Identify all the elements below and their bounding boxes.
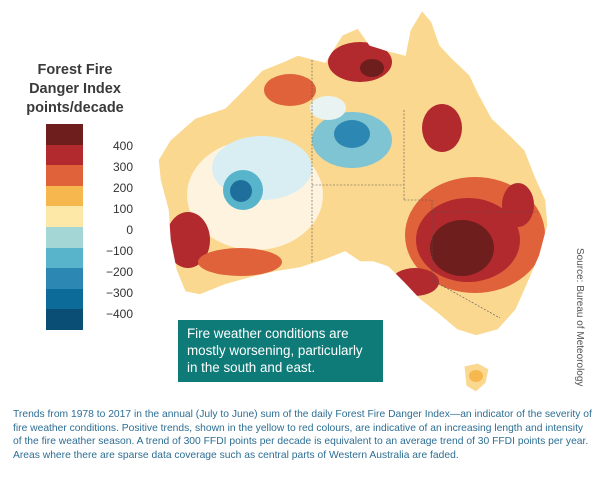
trend-region-south-red (391, 268, 439, 296)
map-panel: Forest Fire Danger Index points/decade 4… (20, 8, 585, 393)
legend-swatch (46, 206, 83, 227)
legend-tick-label: −300 (105, 286, 133, 300)
legend-tick-label: 0 (126, 223, 133, 237)
tasmania-orange (469, 370, 483, 382)
trend-region-qld-north-red (422, 104, 462, 152)
legend-swatch (46, 226, 83, 248)
legend-tick-label: 400 (112, 139, 133, 153)
legend-tick-label: −100 (105, 244, 133, 258)
legend-swatch (46, 144, 83, 166)
legend-tick-labels: 400 300 200 100 0 −100 −200 −300 −400 (85, 136, 133, 325)
state-borders (311, 60, 538, 319)
trend-region-southwest-red (166, 212, 210, 268)
trend-region-east-dark (430, 220, 494, 276)
nsw-vic-border (431, 279, 501, 319)
trend-region-kimberley-orange (264, 74, 316, 106)
trend-region-nt-deep-blue (334, 120, 370, 148)
trend-region-north-red (328, 42, 392, 82)
legend-color-scale (46, 124, 83, 330)
legend-title-line: Forest Fire (37, 62, 113, 78)
legend-tick-label: 200 (112, 181, 133, 195)
trend-region-south-coast-orange (198, 248, 282, 276)
legend-swatch (46, 309, 83, 330)
legend-tick-label: −400 (105, 307, 133, 321)
legend-title: Forest Fire Danger Index points/decade (20, 61, 130, 118)
legend-swatch (46, 268, 83, 289)
legend-title-line: points/decade (26, 100, 124, 116)
callout-text: Fire weather conditions are mostly worse… (187, 326, 363, 375)
legend-tick-label: −200 (105, 265, 133, 279)
trend-region-north-dark (360, 59, 384, 77)
trend-region-nt-pale (310, 96, 346, 120)
source-credit: Source: Bureau of Meteorology (574, 248, 585, 387)
legend-swatch (46, 165, 83, 186)
map-outline (157, 8, 549, 337)
legend-swatch (46, 288, 83, 310)
legend-tick-label: 100 (112, 202, 133, 216)
trend-region-qld-coast-red (502, 183, 534, 227)
legend-swatch (46, 185, 83, 207)
australia-trend-map (157, 8, 549, 393)
legend-swatch (46, 124, 83, 145)
legend-swatch (46, 247, 83, 269)
figure-caption: Trends from 1978 to 2017 in the annual (… (13, 409, 592, 461)
trend-region-west-deep-blue (230, 180, 252, 202)
callout-box: Fire weather conditions are mostly worse… (178, 320, 383, 382)
legend-tick-label: 300 (112, 160, 133, 174)
legend-title-line: Danger Index (29, 81, 121, 97)
